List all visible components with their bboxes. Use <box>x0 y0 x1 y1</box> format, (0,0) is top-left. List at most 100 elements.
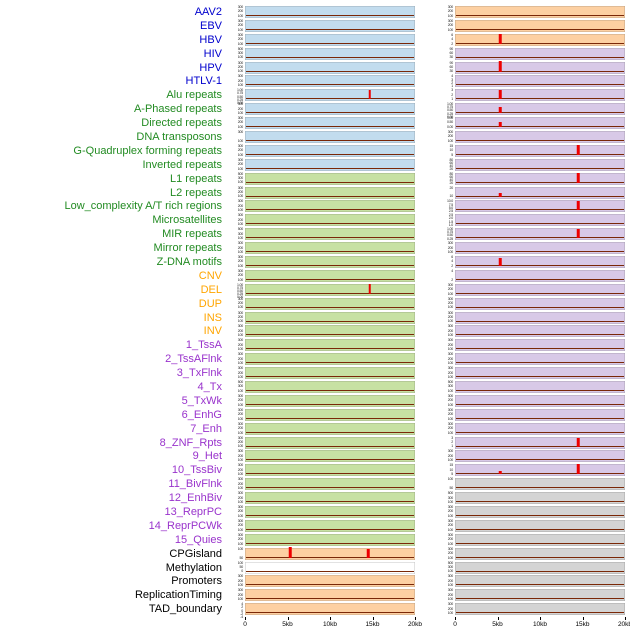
y-tick-label: 300 <box>237 384 243 389</box>
y-tick-label: 500 <box>447 379 453 384</box>
signal-baseline <box>456 209 624 211</box>
row-label: TAD_boundary <box>148 603 222 616</box>
track-row: DUP 300 200 100 300 200 100 <box>0 297 630 311</box>
y-tick-label: 100 <box>447 361 453 366</box>
signal-baseline <box>246 528 414 530</box>
y-tick-label: 0.00 <box>236 100 243 105</box>
y-tick-label: 500 <box>237 379 243 384</box>
x-tick-label: 15kb <box>365 620 380 628</box>
signal-baseline <box>456 334 624 336</box>
y-tick-label: 100 <box>447 430 453 435</box>
y-tick-label: 200 <box>447 578 453 583</box>
track-panel-right <box>455 506 625 518</box>
y-axis-left: 300 200 100 <box>225 102 245 115</box>
signal-baseline <box>246 84 414 86</box>
y-tick-label: 200 <box>447 523 453 528</box>
column-gap <box>415 423 435 435</box>
y-tick-label: 100 <box>447 611 453 616</box>
y-axis-left: 300 200 100 <box>225 422 245 435</box>
track-panel-right <box>455 575 625 588</box>
y-axis-right: 1.00 0.75 0.50 0.25 0.00 <box>435 102 455 118</box>
track-panel-right <box>455 589 625 602</box>
signal-baseline <box>456 42 624 44</box>
y-axis-right: 80 60 40 20 <box>435 158 455 171</box>
y-tick-label: 300 <box>237 463 243 468</box>
track-panel-left <box>245 367 415 380</box>
y-tick-label: 80 <box>449 171 454 176</box>
y-tick-label: 200 <box>447 426 453 431</box>
y-axis-right: 300 200 100 <box>435 533 455 546</box>
y-tick-label: 300 <box>237 338 243 343</box>
track-row: 15_Quies 300 200 100 300 200 100 <box>0 533 630 547</box>
y-axis-right: 15 10 5 <box>435 144 455 157</box>
y-tick-label: 4 <box>451 268 453 273</box>
y-tick-label: 100 <box>237 208 243 213</box>
signal-spike <box>498 470 502 475</box>
signal-baseline <box>246 237 414 239</box>
y-tick-label: 100 <box>447 569 453 574</box>
track-row: 14_ReprPCWk 300 200 100 300 200 100 <box>0 519 630 533</box>
y-tick-label: 3 <box>451 435 453 440</box>
track-row: 9_Het 300 200 100 300 200 100 <box>0 450 630 464</box>
y-axis-left: 300 200 100 <box>225 463 245 476</box>
track-row: INS 300 200 100 300 200 100 <box>0 311 630 325</box>
track-panel-right <box>455 33 625 46</box>
track-panel-left <box>245 283 415 296</box>
track-panel-left <box>245 200 415 213</box>
y-axis-right: 15 10 5 <box>435 463 455 476</box>
y-tick-label: 30 <box>449 55 454 60</box>
y-axis-left: 300 200 100 <box>225 450 245 463</box>
signal-baseline <box>456 473 624 475</box>
y-tick-label: 300 <box>447 296 453 301</box>
column-gap <box>415 312 435 324</box>
y-axis-right: 300 200 100 <box>435 602 455 616</box>
y-tick-label: 200 <box>447 592 453 597</box>
y-tick-label: 0.75 <box>446 105 453 110</box>
y-tick-label: 20 <box>449 185 454 190</box>
y-tick-label: 4 <box>451 259 453 264</box>
y-axis-left: 300 200 100 <box>225 199 245 213</box>
signal-baseline <box>456 56 624 58</box>
y-tick-label: 7.5 <box>448 202 453 207</box>
y-tick-label: 0.50 <box>446 233 453 238</box>
signal-baseline <box>456 306 624 308</box>
row-label: 8_ZNF_Rpts <box>159 436 222 449</box>
y-axis-left: 300 200 100 <box>225 158 245 171</box>
y-tick-label: 100 <box>237 277 243 282</box>
y-tick-label: 2 <box>451 263 453 268</box>
y-tick-label: 100 <box>237 458 243 463</box>
track-row: DEL 1.00 0.75 0.50 0.25 0.00 300 200 100 <box>0 283 630 300</box>
y-tick-label: -2 <box>240 611 243 616</box>
y-axis-left: 100 50 <box>225 547 245 560</box>
y-tick-label: 100 <box>237 347 243 352</box>
y-tick-label: 0 <box>241 569 243 574</box>
y-tick-label: 300 <box>237 213 243 218</box>
column-gap <box>415 48 435 60</box>
y-axis-left: 300 200 100 <box>225 116 245 129</box>
y-axis-right: 300 200 100 <box>435 5 455 18</box>
y-tick-label: 300 <box>447 338 453 343</box>
y-tick-label: 200 <box>237 412 243 417</box>
y-tick-label: 200 <box>237 217 243 222</box>
track-panel-left <box>245 19 415 32</box>
track-panel-left <box>245 228 415 241</box>
track-panel-left <box>245 422 415 435</box>
track-panel-right <box>455 533 625 546</box>
x-tick-mark <box>287 617 289 620</box>
row-label: 15_Quies <box>174 533 222 546</box>
signal-baseline <box>246 126 414 128</box>
y-tick-label: 100 <box>447 541 453 546</box>
row-label: CPGisland <box>169 547 222 560</box>
row-label: AAV2 <box>194 5 222 18</box>
y-axis-left: 500 300 100 <box>225 172 245 185</box>
track-panel-right <box>455 200 625 213</box>
signal-spike <box>577 229 580 239</box>
y-tick-label: 0.00 <box>236 295 243 300</box>
y-tick-label: 1.00 <box>446 227 453 232</box>
y-tick-label: 100 <box>447 477 453 482</box>
signal-baseline <box>246 195 414 197</box>
track-panel-right <box>455 394 625 407</box>
track-row: L1 repeats 500 300 100 80 60 40 20 <box>0 172 630 186</box>
y-tick-label: 50 <box>449 486 454 491</box>
y-tick-label: 300 <box>237 199 243 204</box>
